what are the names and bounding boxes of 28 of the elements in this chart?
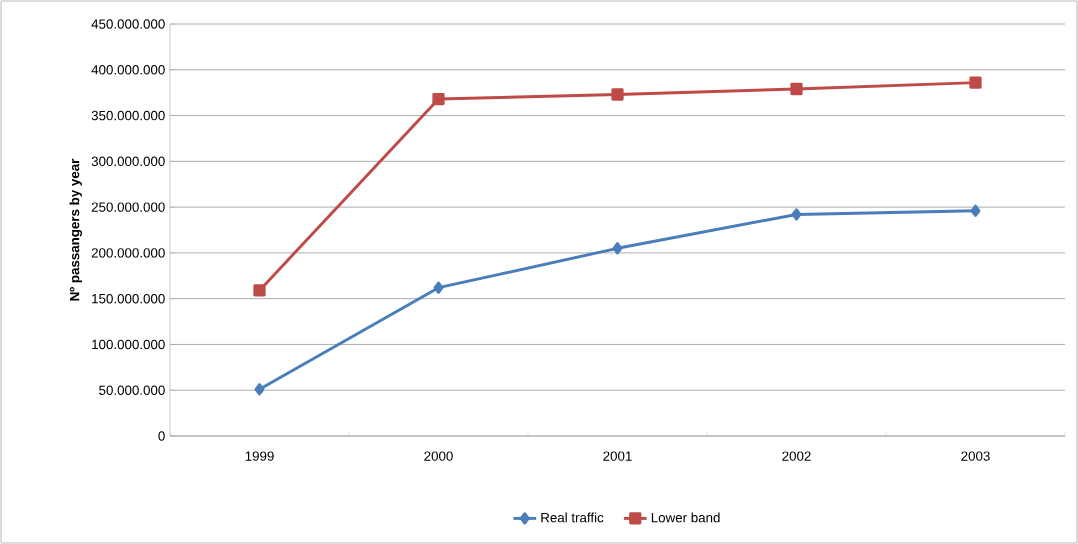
point [433, 281, 444, 294]
y-tick-label: 200.000.000 [91, 248, 165, 258]
y-tick-label: 400.000.000 [91, 65, 165, 75]
x-tick-label: 1999 [245, 451, 274, 461]
point [790, 82, 803, 96]
y-tick-label: 250.000.000 [91, 202, 165, 212]
y-tick-label: 300.000.000 [91, 156, 165, 167]
y-tick-label: 100.000.000 [92, 339, 165, 350]
x-tick-label: 2003 [961, 451, 990, 461]
point [611, 88, 624, 101]
y-tick-label: 50.000.000 [99, 385, 165, 395]
y-tick-label: 450.000.000 [91, 19, 165, 29]
point [612, 242, 623, 255]
x-tick-label: 2001 [603, 451, 632, 461]
point [253, 284, 266, 297]
y-tick-label: 350.000.000 [91, 110, 165, 121]
point [791, 208, 802, 221]
x-tick-label: 2000 [424, 451, 453, 461]
point [970, 204, 981, 217]
point [969, 76, 982, 89]
y-tick-label: 150.000.000 [92, 293, 165, 304]
point [254, 383, 265, 396]
y-axis-title: Nº passangers by year [69, 158, 82, 301]
x-tick-label: 2002 [782, 451, 811, 461]
legend-label: Real traffic [541, 512, 604, 523]
y-tick-label: 0 [158, 431, 165, 441]
legend-label: Lower band [651, 512, 720, 523]
point [432, 92, 445, 106]
